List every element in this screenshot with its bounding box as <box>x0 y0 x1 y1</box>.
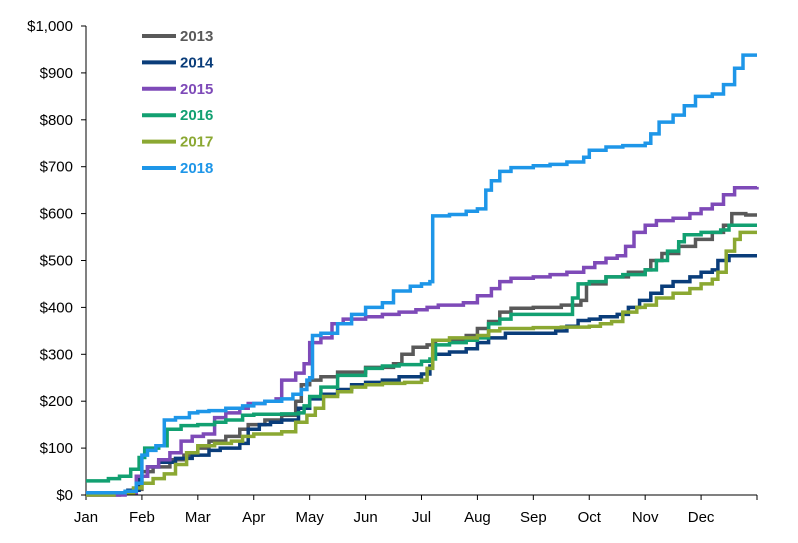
legend-label-2015: 2015 <box>180 81 213 98</box>
y-tick-label: $1,000 <box>27 18 73 35</box>
x-tick-label: Jun <box>353 509 377 526</box>
series-line-2016 <box>86 223 757 483</box>
legend-label-2018: 2018 <box>180 160 213 177</box>
y-tick-label: $900 <box>40 65 73 82</box>
x-tick-label: Oct <box>578 509 602 526</box>
x-tick-label: Jul <box>412 509 431 526</box>
y-tick-label: $200 <box>40 393 73 410</box>
series-layer <box>86 53 759 497</box>
x-tick-label: May <box>295 509 324 526</box>
y-tick-label: $400 <box>40 299 73 316</box>
legend-label-2016: 2016 <box>180 107 213 124</box>
legend-label-2017: 2017 <box>180 134 213 151</box>
y-tick-label: $100 <box>40 440 73 457</box>
x-tick-label: Mar <box>185 509 211 526</box>
series-line-2017 <box>86 230 757 497</box>
x-tick-label: Apr <box>242 509 265 526</box>
series-line-2015 <box>86 186 759 497</box>
x-tick-label: Aug <box>464 509 491 526</box>
y-tick-label: $300 <box>40 346 73 363</box>
y-axis: $0 $100 $200 $300 $400 $500 $600 $700 $800 $900 $1… <box>27 18 87 504</box>
x-tick-label: Feb <box>129 509 155 526</box>
legend-label-2013: 2013 <box>180 28 213 45</box>
x-tick-label: Jan <box>74 509 98 526</box>
legend: 2013 2014 2015 2016 2017 2018 <box>142 28 214 177</box>
x-tick-label: Sep <box>520 509 547 526</box>
y-tick-label: $800 <box>40 112 73 129</box>
y-tick-label: $600 <box>40 206 73 223</box>
y-tick-label: $0 <box>56 487 73 504</box>
x-tick-label: Dec <box>688 509 715 526</box>
legend-label-2014: 2014 <box>180 54 214 71</box>
series-line-2013 <box>86 211 757 497</box>
x-tick-label: Nov <box>632 509 659 526</box>
series-line-2018 <box>86 53 757 495</box>
x-axis: Jan Feb Mar Apr May Jun Jul Aug Sep Oct Nov Dec <box>74 494 758 526</box>
y-tick-label: $700 <box>40 159 73 176</box>
y-tick-label: $500 <box>40 253 73 270</box>
